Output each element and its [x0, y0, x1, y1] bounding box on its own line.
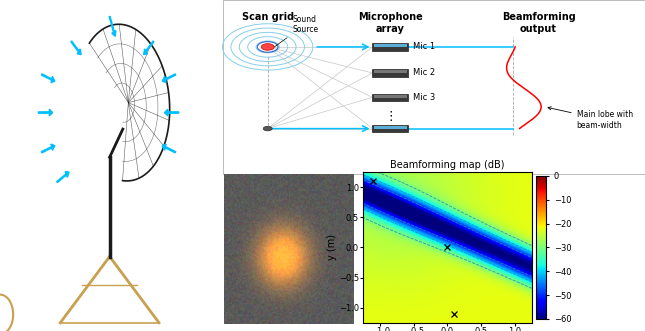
FancyArrow shape	[163, 144, 175, 153]
FancyArrow shape	[164, 109, 179, 116]
FancyArrow shape	[163, 74, 175, 83]
Circle shape	[263, 126, 272, 131]
FancyBboxPatch shape	[373, 94, 408, 101]
Text: Microphone
array: Microphone array	[358, 12, 422, 34]
FancyBboxPatch shape	[374, 44, 407, 47]
FancyBboxPatch shape	[373, 43, 408, 51]
FancyArrow shape	[39, 109, 53, 116]
Text: ⋮: ⋮	[384, 110, 397, 123]
Polygon shape	[90, 24, 170, 181]
Text: Sound
Source: Sound Source	[273, 15, 319, 47]
Text: Mic 3: Mic 3	[413, 93, 435, 102]
FancyArrow shape	[71, 41, 81, 55]
FancyBboxPatch shape	[374, 126, 407, 129]
Text: Mic 1: Mic 1	[413, 42, 435, 51]
FancyBboxPatch shape	[374, 95, 407, 98]
Text: Mic 2: Mic 2	[413, 69, 435, 77]
Circle shape	[0, 295, 13, 331]
FancyArrow shape	[41, 74, 55, 83]
FancyArrow shape	[144, 41, 154, 55]
Bar	[223, 0, 645, 174]
Text: Main lobe with
beam-width: Main lobe with beam-width	[548, 107, 633, 130]
Text: Scan grid: Scan grid	[242, 12, 293, 22]
FancyBboxPatch shape	[373, 125, 408, 132]
FancyArrow shape	[41, 144, 55, 153]
FancyBboxPatch shape	[373, 69, 408, 77]
Text: Beamforming
output: Beamforming output	[502, 12, 575, 34]
Circle shape	[261, 44, 274, 50]
FancyArrow shape	[57, 171, 69, 183]
FancyArrow shape	[109, 16, 116, 36]
FancyBboxPatch shape	[374, 70, 407, 73]
Y-axis label: y (m): y (m)	[328, 234, 337, 260]
Title: Beamforming map (dB): Beamforming map (dB)	[390, 160, 504, 170]
